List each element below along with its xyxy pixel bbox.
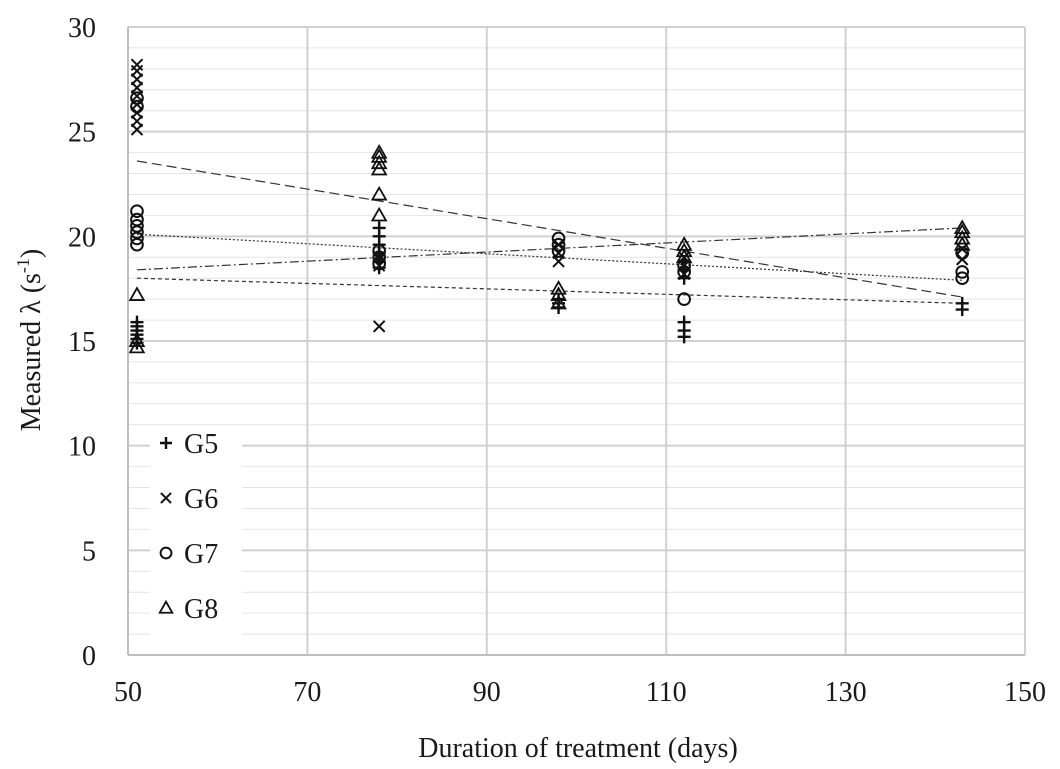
data-point-g5 [955, 296, 969, 310]
data-point-g8 [550, 280, 567, 295]
trendline-g8 [136, 227, 963, 271]
data-point-g6 [130, 64, 144, 78]
trendline-g5 [136, 277, 963, 304]
data-point-g7 [130, 99, 144, 114]
legend-label-g8: G8 [184, 594, 218, 625]
y-tick-label: 25 [68, 118, 96, 149]
x-tick-label: 150 [1004, 677, 1046, 708]
data-point-g7 [130, 212, 144, 227]
legend-label-g5: G5 [184, 429, 218, 460]
y-tick-label: 5 [82, 536, 96, 567]
y-axis-title-close: ) [16, 249, 47, 258]
y-axis-title-main: Measured λ (s [16, 273, 47, 431]
legend: G5 G6 G7 G8 [150, 427, 242, 639]
y-tick-label: 30 [68, 13, 96, 44]
y-tick-label: 0 [82, 641, 96, 672]
data-point-g7 [551, 231, 566, 246]
data-point-g8 [953, 223, 971, 239]
data-point-g5 [372, 221, 386, 235]
data-point-g8 [370, 206, 388, 222]
data-point-g8 [550, 294, 567, 310]
legend-marker-g7 [159, 546, 173, 560]
x-tick-label: 130 [825, 677, 867, 708]
x-tick-label: 50 [114, 677, 142, 708]
legend-marker-g8 [158, 599, 174, 614]
data-point-g7 [955, 246, 970, 260]
data-point-g7 [130, 204, 144, 219]
x-tick-label: 90 [473, 677, 501, 708]
data-point-g7 [372, 250, 387, 265]
data-point-g7 [372, 244, 387, 258]
legend-marker-g6 [160, 492, 172, 504]
data-point-g7 [955, 265, 970, 279]
x-tick-label: 70 [293, 677, 321, 708]
data-point-g5 [677, 315, 691, 329]
tick-labels: 50 70 90 110 130 150 0 5 10 15 20 25 30 [68, 13, 1046, 708]
y-axis-title-superscript: -1 [13, 258, 33, 273]
trendline-g6 [136, 160, 963, 298]
legend-label-g6: G6 [184, 484, 218, 515]
trendline-g7 [136, 233, 963, 281]
data-point-g8 [128, 332, 146, 348]
grid [127, 26, 1026, 656]
trendlines [136, 160, 963, 304]
y-tick-label: 20 [68, 222, 96, 253]
data-point-g6 [130, 58, 144, 71]
legend-label-g7: G7 [184, 539, 218, 570]
data-point-g7 [955, 271, 970, 286]
data-point-g8 [370, 143, 388, 159]
data-point-g8 [370, 185, 388, 201]
x-tick-label: 110 [646, 677, 687, 708]
data-point-g8 [128, 286, 146, 301]
data-point-g5 [130, 315, 144, 329]
data-points [128, 58, 971, 354]
data-point-g8 [953, 219, 971, 234]
data-point-g7 [130, 219, 144, 233]
data-point-g7 [551, 237, 566, 252]
legend-marker-g5 [160, 437, 172, 449]
data-point-g7 [130, 91, 144, 106]
data-point-g7 [677, 265, 691, 279]
data-point-g8 [370, 148, 388, 163]
y-tick-label: 10 [68, 432, 96, 463]
data-point-g8 [675, 236, 693, 251]
y-axis-title: Measured λ (s-1) [13, 249, 47, 432]
data-point-g7 [677, 292, 691, 306]
x-axis-title: Duration of treatment (days) [418, 733, 738, 764]
data-point-g6 [372, 320, 386, 333]
data-point-g7 [677, 258, 691, 273]
y-tick-label: 15 [68, 327, 96, 358]
